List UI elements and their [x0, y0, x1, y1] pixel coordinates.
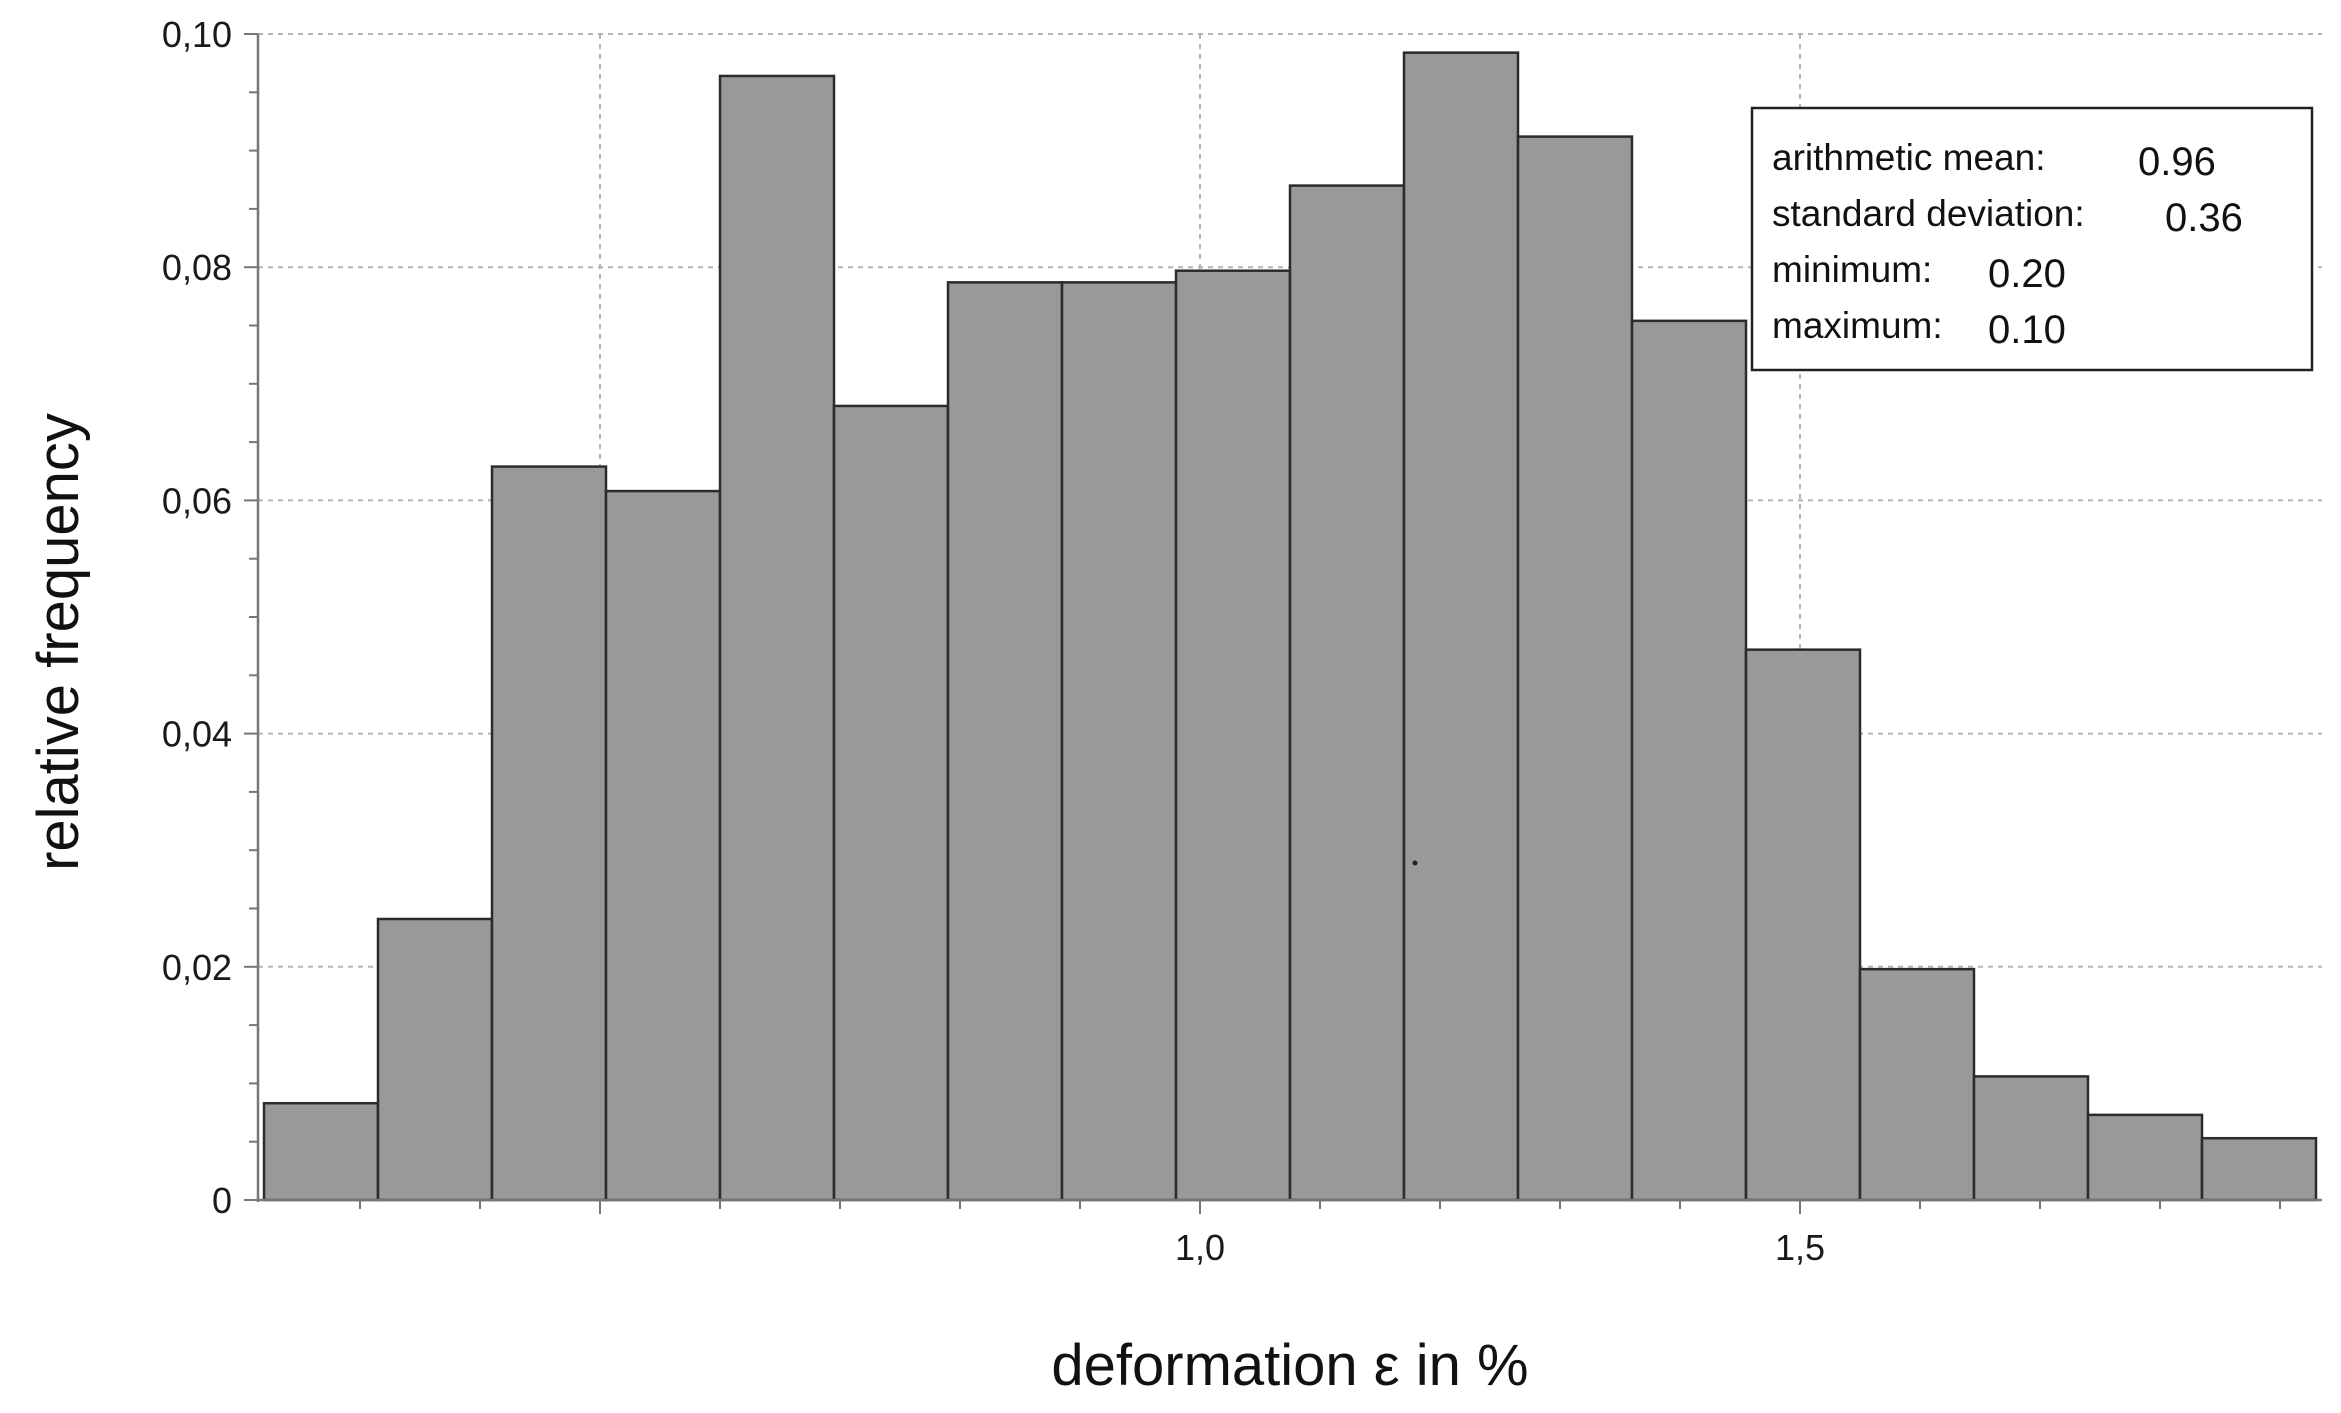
histogram-bar-17	[2086, 1113, 2204, 1202]
stat-label-0: arithmetic mean:	[1772, 137, 2046, 178]
histogram-bar-16	[1972, 1075, 2090, 1202]
histogram-bar-4	[604, 489, 722, 1202]
stat-label-1: standard deviation:	[1772, 193, 2085, 234]
histogram-bar-9	[1174, 269, 1292, 1202]
histogram-bar-10	[1288, 184, 1406, 1202]
stat-value-3: 0.10	[1988, 308, 2066, 352]
histogram-bar-6	[832, 404, 950, 1202]
y-tick-label-0: 0	[212, 1180, 232, 1221]
stray-dot-mark	[1412, 860, 1418, 866]
histogram-bar-18	[2200, 1136, 2318, 1202]
stat-value-1: 0.36	[2165, 196, 2243, 240]
histogram-bar-1	[262, 1101, 380, 1202]
statistics-box: arithmetic mean: 0.96 standard deviation: 0…	[1750, 106, 2314, 372]
tick-labels: 0 0,02 0,04 0,06 0,08 0,10 1,0 1,5	[162, 14, 1825, 1268]
histogram-bar-14	[1744, 648, 1862, 1202]
axes	[244, 33, 2322, 1214]
statistics-box-frame	[1750, 106, 2314, 372]
x-tick-label-1: 1,5	[1775, 1227, 1825, 1268]
stat-label-3: maximum:	[1772, 305, 1943, 346]
histogram-bar-2	[376, 917, 494, 1202]
y-tick-label-2: 0,04	[162, 714, 232, 755]
y-tick-label-5: 0,10	[162, 14, 232, 55]
x-tick-label-0: 1,0	[1175, 1227, 1225, 1268]
y-tick-label-3: 0,06	[162, 480, 232, 521]
histogram-bar-11	[1402, 51, 1520, 1202]
stat-label-2: minimum:	[1772, 249, 1932, 290]
histogram-bar-7	[946, 281, 1064, 1202]
histogram-bar-5	[718, 74, 836, 1202]
y-axis-title: relative frequency	[26, 413, 91, 871]
stat-value-2: 0.20	[1988, 252, 2066, 296]
histogram-bar-13	[1630, 319, 1748, 1202]
histogram-bar-3	[490, 465, 608, 1202]
histogram-bar-12	[1516, 135, 1634, 1202]
y-tick-label-1: 0,02	[162, 947, 232, 988]
x-axis-title: deformation ε in %	[1051, 1333, 1528, 1398]
histogram-bar-8	[1060, 281, 1178, 1202]
y-tick-label-4: 0,08	[162, 247, 232, 288]
stat-value-0: 0.96	[2138, 140, 2216, 184]
histogram-bars	[262, 51, 2318, 1202]
histogram-bar-15	[1858, 967, 1976, 1202]
